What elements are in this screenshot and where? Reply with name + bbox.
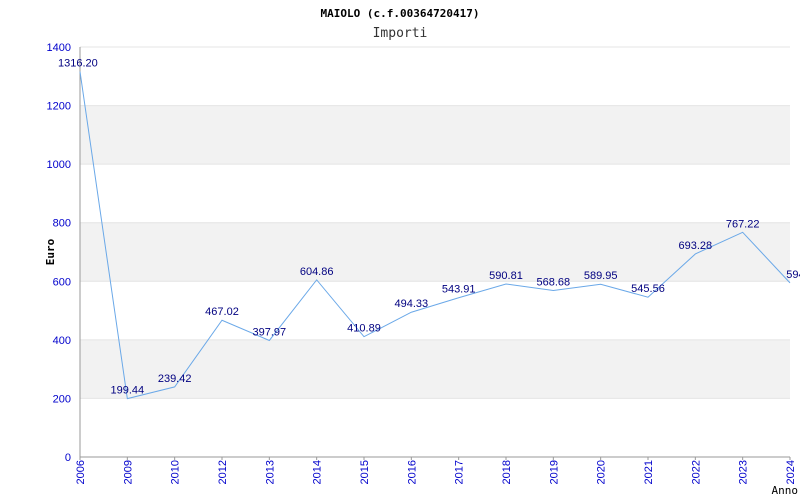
x-tick-labels: 2006 2009 2010 2012 2013 2014 2015 2016 2017 2018… [75,457,797,484]
x-axis-title: Anno [772,484,799,497]
y-tick-label: 1200 [47,101,71,113]
data-label: 397.97 [253,326,287,338]
data-label: 239.42 [158,373,192,385]
y-tick-label: 200 [53,393,71,405]
y-tick-label: 0 [65,452,71,464]
x-tick-label: 2009 [122,460,134,484]
y-tick-label: 1000 [47,159,71,171]
grid-band [80,339,790,399]
chart-subtitle: Importi [373,26,428,41]
data-label: 693.28 [679,240,713,252]
x-tick-label: 2012 [217,460,229,484]
x-tick-label: 2017 [454,460,466,484]
data-label: 543.91 [442,284,476,296]
y-axis-title: Euro [44,238,57,265]
x-tick-label: 2024 [785,460,797,484]
y-tick-label: 1400 [47,42,71,54]
data-label: 568.68 [537,276,571,288]
x-tick-label: 2020 [596,460,608,484]
y-tick-label: 600 [53,276,71,288]
x-tick-label: 2021 [643,460,655,484]
data-label: 199.44 [111,385,145,397]
x-tick-label: 2014 [312,460,324,484]
data-labels: 1316.20 199.44 239.42 467.02 397.97 604.86 410… [58,58,800,397]
data-label: 590.81 [489,270,523,282]
x-tick-label: 2010 [170,460,182,484]
grid-band [80,222,790,282]
x-tick-label: 2015 [359,460,371,484]
data-label: 594.6 [786,269,800,281]
data-label: 494.33 [395,298,429,310]
gridlines [80,46,790,399]
background-bands [80,105,790,399]
data-label: 1316.20 [58,58,98,70]
y-tick-label: 400 [53,335,71,347]
x-tick-label: 2016 [406,460,418,484]
y-tick-labels: 0 200 400 600 800 1000 1200 1400 [47,42,71,464]
x-tick-label: 2013 [264,460,276,484]
x-tick-label: 2023 [738,460,750,484]
data-label: 767.22 [726,218,760,230]
series-line [79,71,791,400]
chart-title: MAIOLO (c.f.00364720417) [321,7,480,20]
data-label: 410.89 [347,323,381,335]
x-tick-label: 2018 [501,460,513,484]
grid-band [80,105,790,165]
data-label: 604.86 [300,266,334,278]
x-tick-label: 2006 [75,460,87,484]
data-label: 589.95 [584,270,618,282]
data-label: 545.56 [631,283,665,295]
x-tick-label: 2022 [690,460,702,484]
data-label: 467.02 [205,306,239,318]
y-tick-label: 800 [53,218,71,230]
x-tick-label: 2019 [548,460,560,484]
